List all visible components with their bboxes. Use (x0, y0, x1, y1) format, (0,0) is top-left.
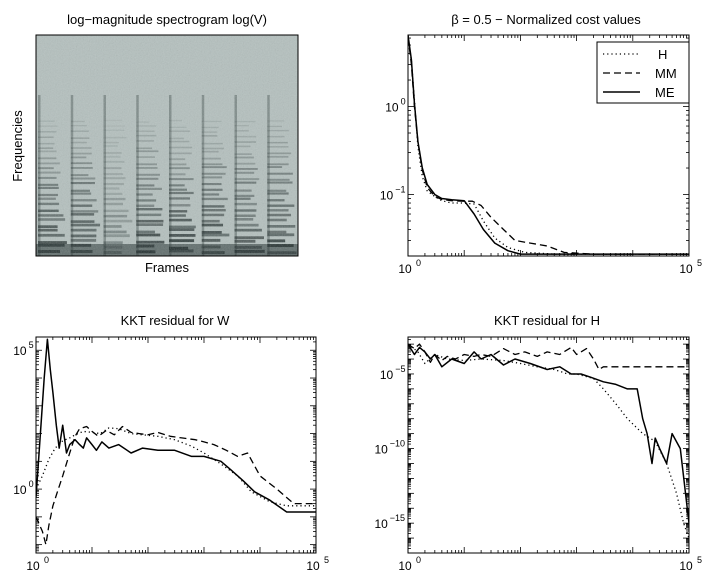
cost-values-panel: β = 0.5 − Normalized cost values 10 0 10 51… (380, 12, 702, 276)
legend-label-mm: MM (655, 66, 677, 81)
series-line-h (36, 428, 316, 506)
x-tick-label-exponent: 0 (416, 258, 421, 268)
y-tick-label-exponent: 0 (29, 479, 34, 489)
chart-title: KKT residual for W (121, 313, 231, 328)
x-tick-label: 10 (26, 559, 40, 573)
y-tick-label: 10 (380, 368, 394, 382)
series-line-mm (408, 344, 689, 369)
y-tick-label-exponent: −10 (390, 439, 405, 449)
y-tick-label: 10 (374, 443, 388, 457)
y-tick-label: 10 (380, 189, 394, 203)
series-line-mm (36, 427, 316, 545)
y-tick-label: 10 (385, 101, 399, 115)
spectrogram-noise (36, 35, 298, 256)
figure: log−magnitude spectrogram log(V) Frames … (0, 0, 706, 578)
x-tick-label-exponent: 0 (44, 555, 49, 565)
y-tick-label: 10 (13, 483, 27, 497)
x-tick-label-exponent: 5 (697, 258, 702, 268)
series-line-me (408, 344, 689, 523)
axes-frame (36, 337, 316, 553)
y-tick-label-exponent: 5 (29, 340, 34, 350)
y-tick-label: 10 (13, 344, 27, 358)
y-tick-label-exponent: −5 (395, 364, 405, 374)
x-tick-label-exponent: 5 (324, 555, 329, 565)
chart-title: β = 0.5 − Normalized cost values (451, 12, 641, 27)
legend-label-me: ME (655, 85, 675, 100)
y-axis-label: Frequencies (10, 110, 25, 182)
series-line-h (408, 344, 689, 538)
x-axis-label: Frames (145, 260, 190, 275)
x-tick-label-exponent: 5 (697, 555, 702, 565)
kkt-residual-w-panel: KKT residual for W 10 0 10 510 010 5 (13, 313, 329, 573)
y-tick-label-exponent: −15 (390, 513, 405, 523)
x-tick-label: 10 (679, 262, 693, 276)
x-tick-label: 10 (398, 559, 412, 573)
legend-label-h: H (658, 47, 667, 62)
x-tick-label: 10 (306, 559, 320, 573)
x-tick-label: 10 (679, 559, 693, 573)
legend: H MM ME (597, 42, 689, 103)
spectrogram-panel: log−magnitude spectrogram log(V) Frames … (10, 12, 298, 275)
y-tick-label-exponent: 0 (401, 97, 406, 107)
x-tick-label: 10 (398, 262, 412, 276)
chart-title: log−magnitude spectrogram log(V) (67, 12, 267, 27)
chart-title: KKT residual for H (494, 313, 600, 328)
y-tick-label: 10 (374, 517, 388, 531)
y-tick-label-exponent: −1 (395, 185, 405, 195)
x-tick-label-exponent: 0 (416, 555, 421, 565)
